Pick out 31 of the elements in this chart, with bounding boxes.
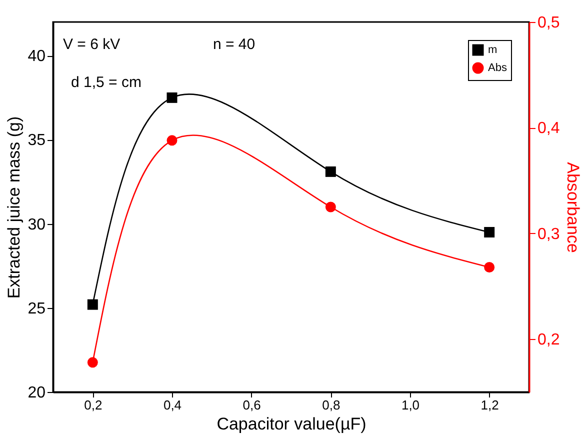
y-tick-label: 30 bbox=[28, 216, 46, 234]
x-tick-label: 1,0 bbox=[401, 398, 420, 412]
annotation: d 1,5 = cm bbox=[71, 74, 142, 91]
y-tick-label: 40 bbox=[28, 48, 46, 66]
point bbox=[166, 135, 178, 146]
y-tick-label: 20 bbox=[28, 384, 46, 402]
y2-tick-label: 0,4 bbox=[538, 120, 560, 138]
x-tick-label: 0,8 bbox=[322, 398, 340, 412]
y2-tick-label: 0,5 bbox=[538, 14, 560, 32]
annotation: n = 40 bbox=[213, 36, 256, 53]
y2-tick-label: 0,3 bbox=[538, 226, 560, 243]
point bbox=[484, 262, 495, 272]
point bbox=[87, 299, 98, 310]
legend-label: Abs bbox=[488, 62, 508, 74]
annotation: V = 6 kV bbox=[63, 36, 120, 53]
point bbox=[484, 226, 495, 238]
point bbox=[325, 166, 336, 177]
point bbox=[87, 357, 98, 368]
y-tick-label: 25 bbox=[28, 300, 46, 318]
y-axis-title: Extracted juice mass (g) bbox=[4, 116, 24, 299]
point bbox=[325, 202, 336, 212]
x-tick-label: 0,6 bbox=[242, 398, 261, 412]
x-tick-label: 1,2 bbox=[480, 398, 499, 412]
y2-tick-label: 0,2 bbox=[538, 332, 560, 349]
y-tick-label: 35 bbox=[28, 132, 46, 150]
x-tick-label: 0,4 bbox=[163, 398, 182, 412]
legend-label: m bbox=[488, 44, 498, 56]
point bbox=[166, 92, 178, 103]
x-axis-title: Capacitor value(µF) bbox=[216, 414, 366, 434]
y2-axis-title: Absorbance bbox=[564, 162, 583, 253]
x-tick-label: 0,2 bbox=[84, 398, 102, 412]
